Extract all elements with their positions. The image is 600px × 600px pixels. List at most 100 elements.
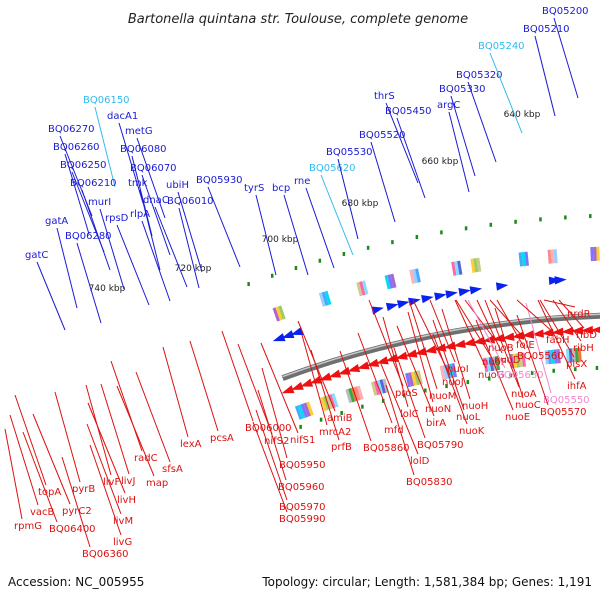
gene-arrow-shape [502, 332, 515, 341]
gene-label-lower: livF [103, 477, 120, 488]
feature-block [565, 347, 582, 363]
feature-segment [408, 372, 415, 387]
gene-label-lower: amiB [327, 413, 353, 424]
gene-label-lower: pcsA [210, 433, 234, 444]
leader-line [553, 17, 579, 99]
gene-label-lower: BQ06000 [245, 423, 292, 434]
gene-label-lower: nuoF [482, 357, 507, 368]
feature-segment [476, 257, 482, 272]
leader-line [516, 314, 549, 406]
feature-segment [439, 365, 446, 380]
gene-label-lower: BQ05860 [363, 443, 410, 454]
feature-segment [442, 364, 449, 380]
leader-line [543, 299, 576, 308]
leader-line [64, 153, 90, 235]
leader-line [489, 299, 525, 339]
feature-segment [278, 305, 286, 320]
leader-line [116, 385, 155, 477]
gene-arrow [328, 369, 342, 378]
gene-arrow-shape [356, 361, 370, 370]
gene-arrow-shape [421, 295, 434, 304]
gene-arrow [396, 300, 410, 309]
leader-line [4, 428, 23, 520]
leader-line [539, 299, 575, 358]
gene-label-lower: rpmG [14, 521, 42, 532]
gene-label-lower: nuoL [456, 412, 481, 423]
gene-label-upper: BQ06080 [120, 144, 167, 155]
gene-label-upper: dnaC [143, 195, 169, 206]
marker-dot [574, 367, 577, 372]
gene-label-lower: livG [113, 537, 132, 548]
gene-label-upper: BQ05930 [196, 175, 243, 186]
feature-segment [345, 388, 353, 404]
marker-dot [487, 376, 491, 381]
gene-label-lower: BQ05560 [517, 351, 564, 362]
feature-segment [544, 350, 549, 365]
feature-segment [379, 379, 387, 394]
leader-line [429, 299, 456, 363]
feature-segment [454, 261, 460, 276]
leader-line [432, 319, 465, 411]
marker-dot [366, 245, 370, 250]
gene-label-upper: BQ06150 [83, 95, 130, 106]
gene-arrow [272, 333, 286, 342]
gene-arrow-shape [395, 351, 408, 360]
feature-segment [303, 402, 311, 417]
feature-segment [590, 246, 594, 262]
gene-label-lower: BQ05570 [540, 407, 587, 418]
gene-label-lower: livH [117, 495, 136, 506]
gene-label-lower: birA [426, 418, 446, 429]
gene-arrow [463, 338, 476, 347]
gene-label-lower: pyrB [72, 484, 95, 495]
gene-arrow [482, 335, 496, 344]
feature-segment [416, 370, 423, 385]
feature-block [470, 257, 482, 273]
feature-block [272, 305, 286, 322]
feature-segment [486, 357, 492, 372]
gene-label-lower: BQ05950 [279, 460, 326, 471]
leader-line [61, 456, 91, 548]
gene-label-lower: nuoB [488, 343, 514, 354]
marker-dot [489, 222, 493, 227]
leader-line [407, 311, 434, 403]
gene-arrow-shape [291, 381, 304, 390]
feature-block [384, 273, 397, 290]
gene-label-upper: BQ05330 [439, 84, 486, 95]
feature-segment [359, 281, 366, 296]
gene-label-lower: nifS1 [290, 435, 315, 446]
feature-segment [294, 405, 303, 420]
feature-segment [521, 251, 527, 267]
feature-segment [550, 249, 555, 264]
gene-arrow [571, 326, 584, 335]
leader-line [237, 343, 273, 435]
leader-line [154, 206, 188, 288]
feature-segment [577, 347, 582, 362]
leader-line [100, 383, 130, 475]
marker-dot [424, 388, 427, 393]
gene-arrow-shape [371, 306, 384, 315]
gene-arrow [281, 330, 295, 339]
marker-dot [299, 424, 302, 429]
leader-line [221, 330, 254, 422]
gene-label-lower: topA [38, 487, 61, 498]
gene-label-lower: nuoM [429, 391, 456, 402]
gene-label-lower: nuoE [505, 412, 530, 423]
marker-dot [391, 240, 394, 245]
feature-segment [387, 274, 394, 289]
gene-label-upper: BQ05450 [385, 106, 432, 117]
gene-arrow-shape [495, 282, 509, 291]
feature-segment [306, 401, 314, 416]
gene-arrow [521, 330, 535, 339]
gene-arrow [453, 339, 466, 349]
feature-segment [413, 370, 420, 386]
gene-label-lower: BQ06400 [49, 524, 96, 535]
gene-label-lower: livM [113, 516, 133, 527]
gene-arrow-shape [385, 302, 399, 312]
kbp-tick-label: 700 kbp [262, 235, 299, 245]
marker-dot [589, 214, 592, 219]
gene-label-lower: nuoH [462, 401, 488, 412]
leader-line [476, 299, 503, 354]
gene-arrow [424, 345, 437, 354]
marker-dot [440, 230, 443, 235]
gene-label-upper: BQ05530 [326, 147, 373, 158]
